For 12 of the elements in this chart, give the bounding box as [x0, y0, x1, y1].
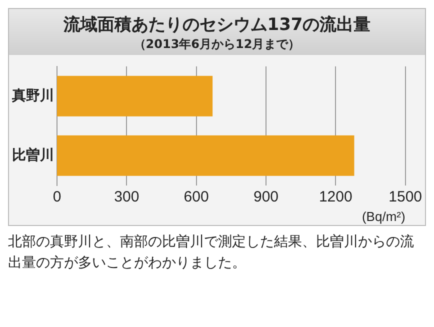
x-tick-label: 1500 — [388, 188, 422, 206]
chart-title: 流域面積あたりのセシウム137の流出量 — [62, 14, 372, 36]
x-tick-label: 0 — [52, 188, 62, 206]
x-tick-label: 900 — [253, 188, 279, 206]
y-tick-label: 比曽川 — [12, 146, 54, 164]
x-tick-label: 600 — [184, 188, 209, 206]
chart-subtitle: （2013年6月から12月まで） — [132, 36, 302, 53]
x-tick-label: 1200 — [318, 188, 352, 206]
text: 北部の真野川と、南部の比曽川で測定した結果、比曽川からの流出量の方が多いことがわかりました。 — [8, 233, 415, 273]
x-tick-label: 300 — [114, 188, 140, 206]
y-tick-label: 真野川 — [11, 88, 54, 104]
x-axis-title: (Bq/m²) — [362, 208, 406, 224]
